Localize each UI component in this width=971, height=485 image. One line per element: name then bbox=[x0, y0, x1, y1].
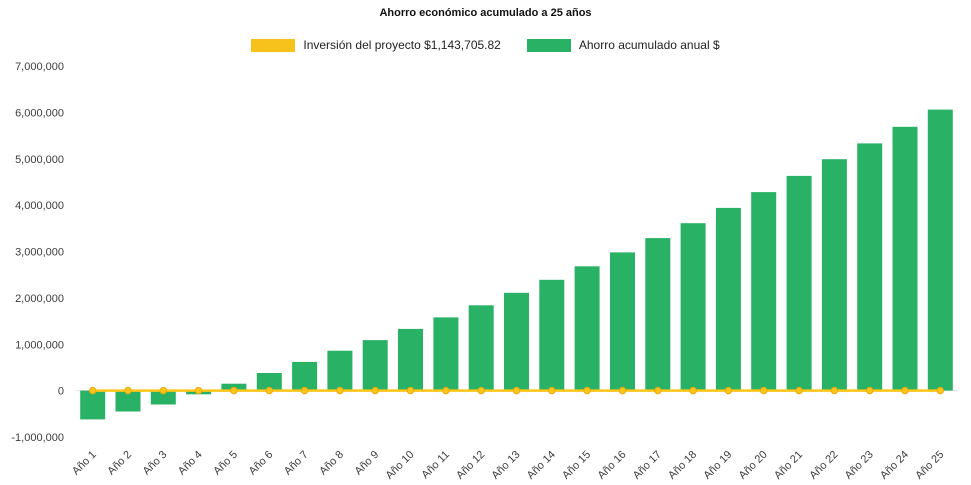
x-axis-tick-label: Año 16 bbox=[595, 449, 628, 482]
x-axis-tick-label: Año 24 bbox=[878, 449, 911, 482]
x-axis-tick-label: Año 10 bbox=[383, 449, 416, 482]
chart-legend: Inversión del proyecto $1,143,705.82 Aho… bbox=[0, 38, 971, 52]
y-axis-tick-label: 7,000,000 bbox=[15, 61, 64, 73]
investment-line-marker[interactable] bbox=[336, 386, 344, 395]
investment-line-marker[interactable] bbox=[406, 386, 415, 395]
bar-año-19[interactable] bbox=[715, 207, 741, 391]
bar-año-17[interactable] bbox=[645, 238, 671, 391]
bar-año-23[interactable] bbox=[857, 143, 883, 391]
investment-line-marker[interactable] bbox=[654, 386, 662, 395]
bar-año-22[interactable] bbox=[821, 159, 847, 391]
x-axis-tick-label: Año 18 bbox=[666, 449, 699, 482]
investment-line-marker[interactable] bbox=[866, 386, 874, 395]
investment-line-marker[interactable] bbox=[159, 386, 168, 395]
x-axis-tick-label: Año 23 bbox=[843, 449, 876, 482]
investment-line-marker[interactable] bbox=[265, 386, 273, 395]
investment-line-marker[interactable] bbox=[477, 386, 485, 395]
investment-line-marker[interactable] bbox=[442, 386, 450, 395]
legend-label-investment: Inversión del proyecto $1,143,705.82 bbox=[303, 38, 501, 52]
x-axis-tick-label: Año 17 bbox=[631, 449, 664, 482]
x-axis-tick-label: Año 22 bbox=[807, 449, 840, 482]
x-axis-tick-label: Año 15 bbox=[560, 449, 593, 482]
x-axis-tick-label: Año 2 bbox=[105, 449, 134, 478]
investment-line-marker[interactable] bbox=[760, 386, 768, 395]
bar-año-16[interactable] bbox=[610, 252, 635, 391]
bar-año-21[interactable] bbox=[786, 175, 812, 391]
y-axis-tick-label: -1,000,000 bbox=[11, 432, 64, 444]
y-axis-tick-label: 3,000,000 bbox=[15, 247, 64, 259]
bar-año-6[interactable] bbox=[256, 373, 282, 391]
bar-año-7[interactable] bbox=[292, 361, 318, 391]
x-axis-tick-label: Año 12 bbox=[454, 449, 487, 482]
x-axis-tick-label: Año 20 bbox=[737, 449, 770, 482]
legend-swatch-investment-icon bbox=[251, 38, 296, 52]
y-axis-tick-label: 4,000,000 bbox=[15, 200, 64, 212]
investment-line-marker[interactable] bbox=[230, 386, 238, 395]
investment-line-marker[interactable] bbox=[300, 386, 309, 395]
x-axis-tick-label: Año 11 bbox=[419, 449, 452, 482]
bar-año-13[interactable] bbox=[504, 292, 529, 391]
x-axis-tick-label: Año 25 bbox=[913, 449, 946, 482]
y-axis-tick-label: 6,000,000 bbox=[15, 107, 64, 119]
investment-line-marker[interactable] bbox=[830, 386, 839, 395]
bar-año-24[interactable] bbox=[892, 126, 918, 391]
x-axis-tick-label: Año 13 bbox=[489, 449, 522, 482]
bar-año-25[interactable] bbox=[927, 109, 953, 391]
bar-año-18[interactable] bbox=[680, 223, 706, 391]
investment-line-marker[interactable] bbox=[89, 386, 97, 395]
bar-año-2[interactable] bbox=[115, 390, 141, 412]
x-axis-tick-label: Año 14 bbox=[525, 449, 558, 482]
legend-swatch-savings-icon bbox=[526, 38, 571, 52]
x-axis-tick-label: Año 9 bbox=[353, 449, 382, 478]
investment-line-marker[interactable] bbox=[795, 386, 803, 395]
investment-line-marker[interactable] bbox=[548, 386, 556, 395]
investment-line-marker[interactable] bbox=[124, 386, 132, 395]
x-axis-tick-label: Año 1 bbox=[70, 449, 99, 478]
y-axis-tick-label: 2,000,000 bbox=[15, 293, 64, 305]
investment-line-marker[interactable] bbox=[901, 386, 909, 395]
investment-line-marker[interactable] bbox=[371, 386, 379, 395]
bar-año-12[interactable] bbox=[468, 305, 494, 391]
y-axis-tick-label: 0 bbox=[58, 386, 64, 398]
x-axis-tick-label: Año 5 bbox=[211, 449, 240, 478]
x-axis-tick-label: Año 7 bbox=[282, 449, 311, 478]
bar-año-15[interactable] bbox=[574, 266, 600, 391]
investment-line-marker[interactable] bbox=[194, 386, 203, 395]
x-axis-tick-label: Año 4 bbox=[176, 449, 205, 478]
chart-title: Ahorro económico acumulado a 25 años bbox=[379, 7, 592, 19]
legend-item-savings[interactable]: Ahorro acumulado anual $ bbox=[526, 38, 720, 52]
investment-line-marker[interactable] bbox=[512, 386, 521, 395]
bar-año-14[interactable] bbox=[539, 279, 565, 391]
bar-año-8[interactable] bbox=[327, 350, 353, 391]
x-axis-tick-label: Año 6 bbox=[247, 449, 276, 478]
x-axis-tick-label: Año 3 bbox=[141, 449, 170, 478]
investment-line-marker[interactable] bbox=[618, 386, 627, 395]
investment-line-marker[interactable] bbox=[936, 386, 944, 395]
x-axis-tick-label: Año 21 bbox=[772, 449, 805, 482]
legend-label-savings: Ahorro acumulado anual $ bbox=[578, 38, 720, 52]
investment-line-marker[interactable] bbox=[583, 386, 591, 395]
x-axis-tick-label: Año 19 bbox=[701, 449, 734, 482]
bar-año-10[interactable] bbox=[398, 328, 423, 391]
investment-line-marker[interactable] bbox=[724, 386, 733, 395]
legend-item-investment[interactable]: Inversión del proyecto $1,143,705.82 bbox=[251, 38, 501, 52]
y-axis-tick-label: 5,000,000 bbox=[15, 154, 64, 166]
bar-año-3[interactable] bbox=[150, 390, 176, 405]
bar-año-11[interactable] bbox=[433, 317, 459, 391]
investment-line-marker[interactable] bbox=[689, 386, 697, 395]
x-axis-tick-label: Año 8 bbox=[317, 449, 346, 478]
bar-año-9[interactable] bbox=[362, 340, 388, 391]
bar-año-1[interactable] bbox=[80, 390, 106, 420]
y-axis-tick-label: 1,000,000 bbox=[15, 339, 64, 351]
bar-año-20[interactable] bbox=[751, 192, 777, 391]
